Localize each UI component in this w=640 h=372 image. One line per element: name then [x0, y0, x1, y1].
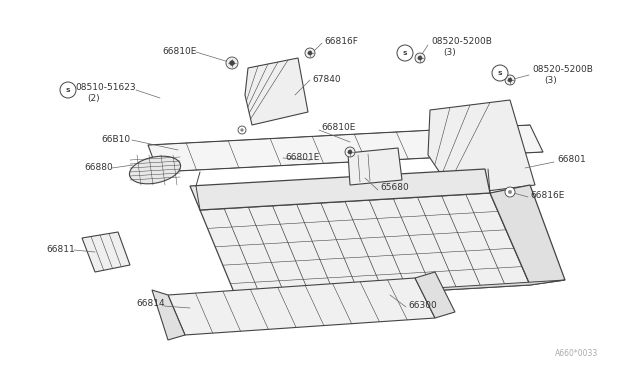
Circle shape — [230, 61, 234, 65]
Text: S: S — [66, 88, 70, 93]
Polygon shape — [428, 100, 535, 195]
Circle shape — [305, 48, 315, 58]
Polygon shape — [168, 278, 435, 335]
Text: 66880: 66880 — [84, 163, 113, 171]
Polygon shape — [415, 272, 455, 318]
Text: (2): (2) — [87, 94, 100, 103]
Circle shape — [508, 190, 512, 194]
Text: 66810E: 66810E — [321, 122, 355, 131]
Circle shape — [492, 65, 508, 81]
Circle shape — [238, 126, 246, 134]
Text: 66801: 66801 — [557, 154, 586, 164]
Circle shape — [508, 78, 512, 82]
Polygon shape — [348, 148, 402, 185]
Text: 66810E: 66810E — [163, 46, 197, 55]
Text: (3): (3) — [544, 77, 557, 86]
Polygon shape — [238, 280, 565, 302]
Text: 67840: 67840 — [312, 74, 340, 83]
Circle shape — [226, 57, 238, 69]
Circle shape — [505, 187, 515, 197]
Polygon shape — [148, 125, 543, 172]
Circle shape — [348, 150, 352, 154]
Polygon shape — [190, 169, 490, 210]
Circle shape — [397, 45, 413, 61]
Circle shape — [418, 56, 422, 60]
Text: S: S — [403, 51, 407, 56]
Text: 66811: 66811 — [46, 244, 75, 253]
Circle shape — [308, 51, 312, 55]
Polygon shape — [245, 58, 308, 125]
Circle shape — [60, 82, 76, 98]
Polygon shape — [490, 185, 565, 285]
Text: 66816E: 66816E — [530, 192, 564, 201]
Text: 66B10: 66B10 — [102, 135, 131, 144]
Text: 08520-5200B: 08520-5200B — [532, 65, 593, 74]
Text: 66300: 66300 — [408, 301, 436, 311]
Polygon shape — [200, 193, 530, 302]
Ellipse shape — [129, 156, 180, 184]
Text: S: S — [498, 71, 502, 76]
Text: A660*0033: A660*0033 — [555, 349, 598, 358]
Circle shape — [505, 75, 515, 85]
Text: 08510-51623: 08510-51623 — [75, 83, 136, 93]
Text: (3): (3) — [443, 48, 456, 57]
Polygon shape — [82, 232, 130, 272]
Text: 08520-5200B: 08520-5200B — [431, 36, 492, 45]
Circle shape — [241, 129, 243, 131]
Text: 66814: 66814 — [136, 299, 165, 308]
Text: 66816F: 66816F — [324, 38, 358, 46]
Text: 66801E: 66801E — [285, 153, 319, 161]
Circle shape — [415, 53, 425, 63]
Circle shape — [345, 147, 355, 157]
Polygon shape — [152, 290, 185, 340]
Text: 65680: 65680 — [380, 183, 409, 192]
